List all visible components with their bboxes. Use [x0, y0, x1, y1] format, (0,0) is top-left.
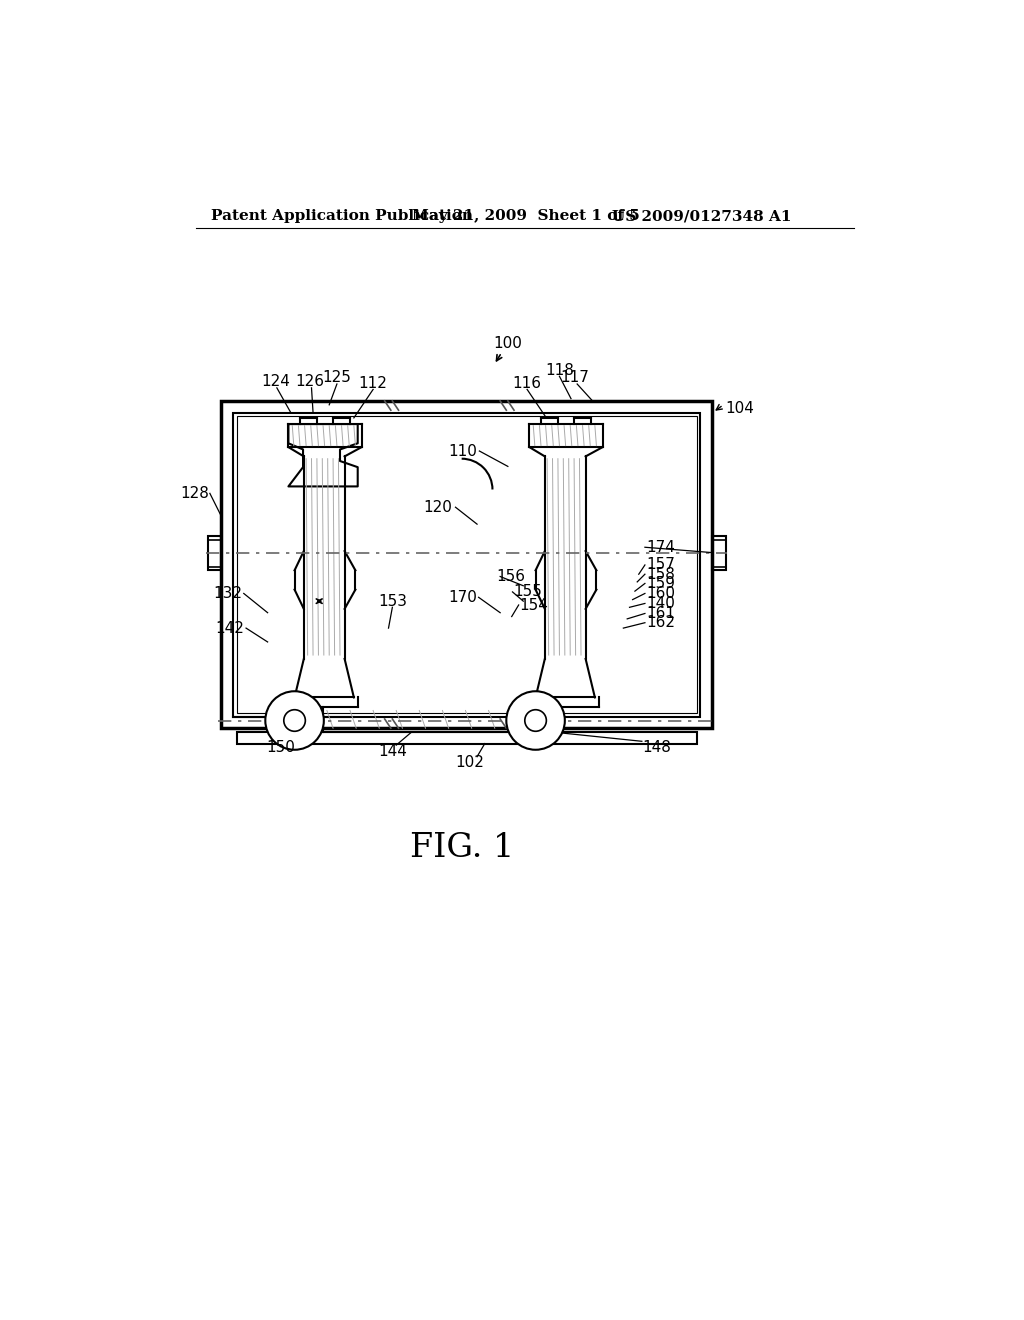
Text: 158: 158 [646, 566, 676, 582]
Text: 156: 156 [497, 569, 525, 583]
Text: Patent Application Publication: Patent Application Publication [211, 209, 473, 223]
Text: 102: 102 [455, 755, 483, 771]
Bar [237, 733, 696, 743]
Text: 148: 148 [643, 741, 672, 755]
Text: 159: 159 [646, 576, 676, 591]
Text: 100: 100 [494, 335, 522, 351]
Text: May 21, 2009  Sheet 1 of 5: May 21, 2009 Sheet 1 of 5 [412, 209, 639, 223]
Text: 110: 110 [449, 444, 477, 458]
Bar [233, 413, 700, 717]
Text: 157: 157 [646, 557, 676, 573]
Text: 117: 117 [560, 371, 589, 385]
Bar [712, 536, 726, 570]
Text: 118: 118 [545, 363, 573, 378]
Text: 104: 104 [726, 401, 755, 416]
Text: 120: 120 [424, 500, 453, 515]
Text: 125: 125 [323, 371, 351, 385]
Bar [208, 536, 221, 570]
Text: US 2009/0127348 A1: US 2009/0127348 A1 [611, 209, 792, 223]
Text: 128: 128 [180, 486, 209, 500]
Text: 116: 116 [513, 376, 542, 391]
Bar [237, 416, 696, 713]
Text: 160: 160 [646, 586, 676, 601]
Text: 155: 155 [513, 585, 542, 599]
Circle shape [284, 710, 305, 731]
Text: 174: 174 [646, 540, 676, 554]
Circle shape [524, 710, 547, 731]
Text: 132: 132 [213, 586, 243, 601]
Text: 154: 154 [519, 598, 548, 612]
Text: 124: 124 [261, 374, 290, 389]
Text: 162: 162 [646, 615, 676, 630]
Text: 150: 150 [266, 741, 295, 755]
Text: 153: 153 [378, 594, 407, 609]
Text: 140: 140 [646, 595, 676, 611]
Text: 126: 126 [296, 374, 325, 389]
Text: 112: 112 [358, 376, 387, 391]
Text: 144: 144 [378, 743, 407, 759]
Text: 161: 161 [646, 606, 676, 620]
Circle shape [265, 692, 324, 750]
Text: 142: 142 [216, 620, 245, 636]
Circle shape [506, 692, 565, 750]
Bar [221, 401, 712, 729]
Text: 170: 170 [449, 590, 477, 605]
Text: FIG. 1: FIG. 1 [410, 832, 514, 863]
